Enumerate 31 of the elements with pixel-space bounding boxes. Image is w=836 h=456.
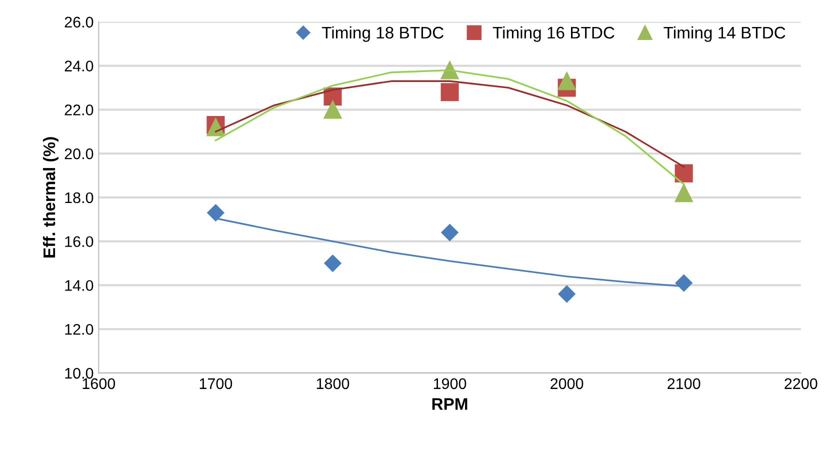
legend-label: Timing 16 BTDC [492, 26, 614, 42]
x-axis-title: RPM [432, 398, 468, 410]
y-tick-label: 22.0 [64, 104, 94, 116]
y-tick-label: 20.0 [64, 148, 94, 160]
x-tick-label: 2000 [550, 378, 584, 390]
y-axis-title: Eff. thermal (%) [42, 137, 58, 258]
x-tick-label: 1800 [316, 378, 350, 390]
legend-label: Timing 14 BTDC [664, 26, 786, 42]
point [207, 204, 224, 222]
x-tick-label: 1700 [200, 378, 232, 390]
point [440, 83, 459, 102]
x-tick-label: 1600 [82, 378, 116, 390]
point [558, 72, 576, 90]
point [324, 100, 342, 119]
point [324, 254, 342, 272]
point [558, 285, 576, 303]
y-tick-label: 24.0 [64, 60, 94, 72]
y-tick-label: 18.0 [65, 192, 94, 204]
point [441, 224, 458, 242]
y-tick-label: 10.0 [65, 368, 94, 379]
y-tick-label: 12.0 [65, 324, 94, 335]
x-tick-label: 2100 [668, 378, 700, 390]
legend-label: Timing 18 BTDC [322, 26, 444, 42]
point [674, 164, 693, 182]
y-tick-label: 14.0 [65, 280, 94, 291]
x-tick-label: 2200 [784, 378, 818, 390]
y-tick-label: 26.0 [64, 16, 94, 28]
x-tick-label: 1900 [434, 378, 466, 390]
point [674, 184, 693, 202]
point [675, 274, 692, 292]
y-tick-label: 16.0 [65, 236, 94, 248]
